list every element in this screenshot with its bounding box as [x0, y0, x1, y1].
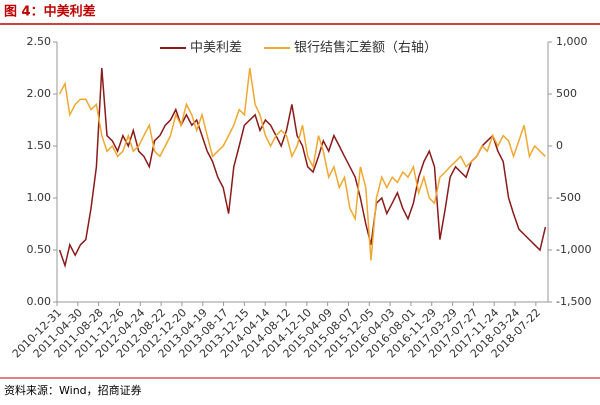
y-tick-label: 0.00 — [27, 295, 52, 308]
chart-title: 图 4：中美利差 — [4, 4, 96, 20]
legend-label: 中美利差 — [190, 41, 242, 56]
legend-label: 银行结售汇差额（右轴） — [294, 40, 437, 56]
y-tick-label: 0.50 — [27, 243, 52, 256]
y2-tick-label: -500 — [556, 191, 581, 204]
y-tick-label: 1.50 — [27, 139, 52, 152]
y2-tick-label: -1,500 — [556, 295, 591, 308]
y2-tick-label: 1,000 — [556, 35, 588, 48]
y2-tick-label: 0 — [556, 139, 563, 152]
y2-tick-label: -1,000 — [556, 243, 591, 256]
y-tick-label: 2.50 — [27, 35, 52, 48]
y-tick-label: 2.00 — [27, 87, 52, 100]
y2-tick-label: 500 — [556, 87, 577, 100]
series-line — [58, 67, 546, 261]
source: 资料来源：Wind，招商证券 — [4, 383, 142, 397]
y-tick-label: 1.00 — [27, 191, 52, 204]
series-line — [58, 67, 547, 269]
